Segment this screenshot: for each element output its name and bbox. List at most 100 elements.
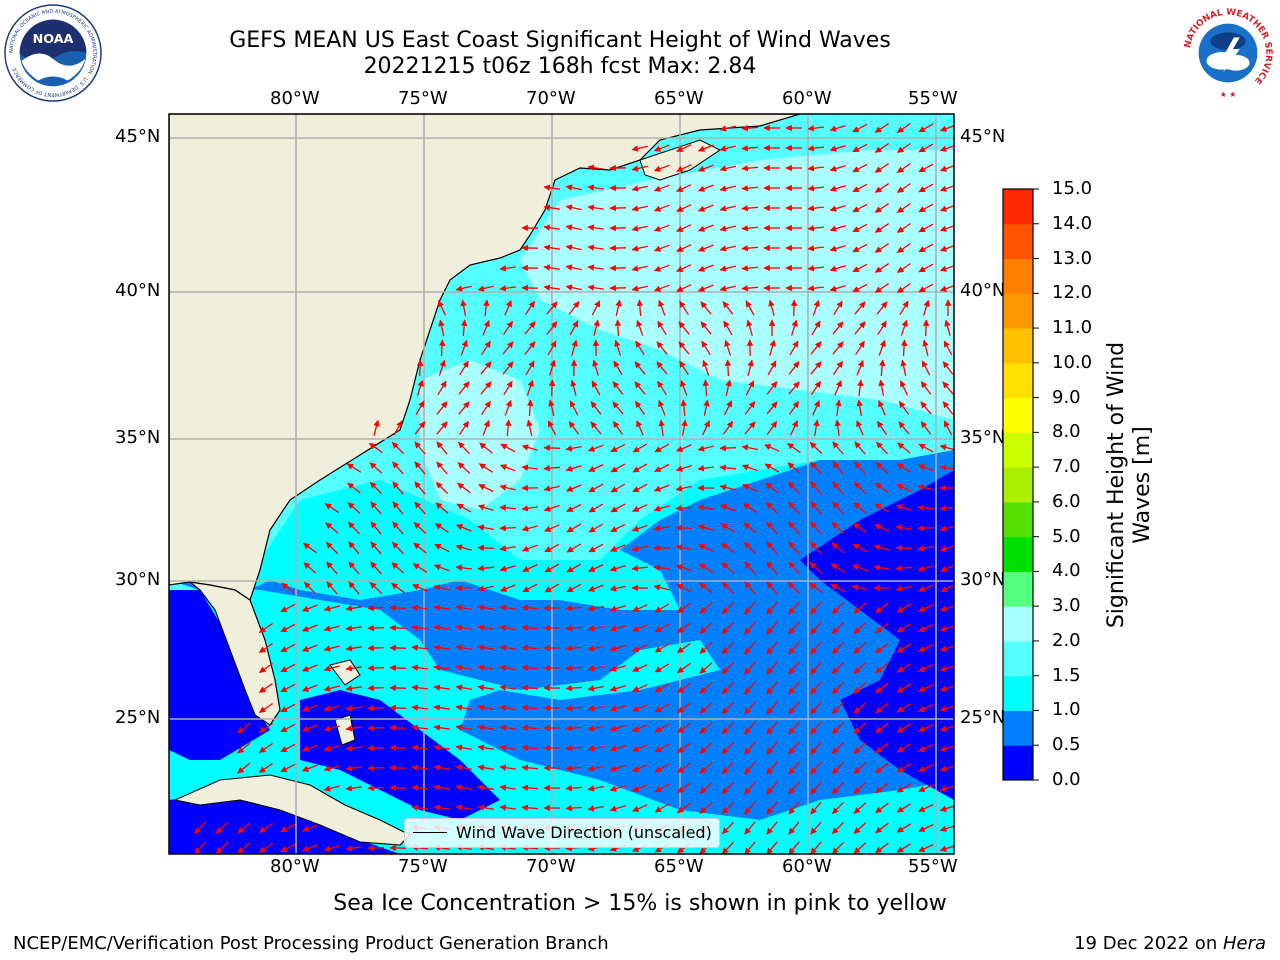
wind-wave-arrow bbox=[745, 300, 755, 316]
wind-wave-arrow bbox=[788, 400, 800, 415]
wind-wave-arrow bbox=[939, 245, 954, 252]
wind-wave-arrow bbox=[918, 624, 934, 632]
wind-wave-arrow bbox=[499, 524, 517, 532]
wind-wave-arrow bbox=[811, 320, 821, 336]
wind-wave-arrow bbox=[764, 444, 780, 452]
wind-wave-arrow bbox=[832, 481, 844, 495]
wind-wave-arrow bbox=[280, 743, 296, 753]
wind-wave-arrow bbox=[524, 321, 536, 335]
wind-wave-arrow bbox=[809, 582, 823, 594]
colorbar-swatch bbox=[1003, 745, 1033, 781]
wind-wave-arrow bbox=[679, 360, 689, 376]
wind-wave-arrow bbox=[477, 724, 495, 731]
wind-wave-arrow bbox=[544, 583, 560, 593]
wind-wave-arrow bbox=[587, 805, 605, 812]
wind-wave-arrow bbox=[834, 380, 842, 396]
wind-wave-arrow bbox=[766, 581, 778, 595]
wind-wave-arrow bbox=[455, 704, 473, 711]
wind-wave-arrow bbox=[654, 783, 670, 793]
wind-wave-arrow bbox=[547, 420, 557, 436]
wind-wave-arrow bbox=[788, 561, 800, 575]
wind-wave-arrow bbox=[323, 605, 340, 612]
svg-text:★ ★: ★ ★ bbox=[1220, 90, 1237, 99]
wind-wave-arrow bbox=[721, 601, 735, 615]
wind-wave-arrow bbox=[301, 844, 318, 852]
colorbar-tick-label: 4.0 bbox=[1052, 560, 1081, 582]
wind-wave-arrow bbox=[788, 361, 800, 375]
wind-wave-arrow bbox=[788, 701, 800, 715]
wind-wave-arrow bbox=[810, 661, 822, 675]
wind-wave-arrow bbox=[896, 623, 912, 633]
wind-wave-arrow bbox=[522, 564, 538, 572]
wind-wave-arrow bbox=[875, 782, 889, 794]
wind-wave-arrow bbox=[457, 482, 471, 494]
wind-wave-arrow bbox=[587, 264, 604, 271]
wind-wave-arrow bbox=[833, 300, 843, 316]
wind-wave-arrow bbox=[700, 301, 712, 315]
wind-wave-arrow bbox=[831, 781, 845, 795]
wind-wave-arrow bbox=[721, 821, 735, 835]
wind-wave-arrow bbox=[675, 464, 692, 472]
colorbar-swatch bbox=[1003, 571, 1033, 607]
wind-wave-arrow bbox=[896, 262, 911, 274]
wind-wave-arrow bbox=[631, 265, 648, 272]
wind-wave-arrow bbox=[807, 185, 824, 192]
lon-label-top-80w: 80°W bbox=[270, 88, 320, 109]
wind-wave-arrow bbox=[521, 644, 539, 652]
wind-wave-arrow bbox=[458, 441, 470, 455]
wind-wave-arrow bbox=[854, 321, 866, 335]
wind-wave-arrow bbox=[939, 444, 954, 451]
wind-wave-arrow bbox=[499, 664, 516, 671]
wind-wave-arrow bbox=[807, 205, 824, 212]
wind-wave-arrow bbox=[345, 665, 362, 672]
lon-label-top-70w: 70°W bbox=[526, 88, 576, 109]
wind-wave-arrow bbox=[832, 501, 844, 515]
wind-wave-arrow bbox=[436, 401, 448, 415]
wind-wave-arrow bbox=[900, 359, 907, 376]
wind-wave-arrow bbox=[895, 504, 912, 512]
colorbar-swatch bbox=[1003, 432, 1033, 468]
wind-wave-arrow bbox=[787, 462, 801, 474]
wind-wave-arrow bbox=[258, 722, 273, 734]
wind-wave-arrow bbox=[896, 142, 911, 154]
wind-wave-arrow bbox=[744, 641, 756, 655]
wind-wave-arrow bbox=[433, 704, 450, 711]
wind-wave-arrow bbox=[281, 582, 295, 594]
wind-wave-arrow bbox=[940, 584, 954, 593]
wind-wave-arrow bbox=[526, 399, 534, 417]
wind-wave-arrow bbox=[875, 622, 889, 634]
wind-wave-arrow bbox=[854, 441, 866, 455]
wind-wave-arrow bbox=[636, 299, 644, 317]
wind-wave-arrow bbox=[345, 845, 362, 852]
wind-wave-arrow bbox=[788, 781, 800, 795]
wind-wave-arrow bbox=[433, 744, 450, 751]
wind-wave-arrow bbox=[697, 445, 714, 452]
wind-wave-arrow bbox=[325, 522, 339, 534]
wind-wave-arrow bbox=[631, 165, 648, 172]
land-bahamas-2 bbox=[334, 714, 356, 746]
wind-wave-arrow bbox=[788, 521, 800, 535]
wind-wave-arrow bbox=[657, 380, 667, 396]
wind-wave-arrow bbox=[411, 664, 429, 671]
wind-wave-arrow bbox=[565, 744, 583, 752]
wind-wave-arrow bbox=[896, 743, 912, 753]
wind-wave-arrow bbox=[741, 284, 759, 292]
wind-wave-arrow bbox=[764, 463, 780, 473]
wind-wave-arrow bbox=[766, 681, 778, 695]
wind-wave-arrow bbox=[614, 319, 622, 337]
wind-wave-arrow bbox=[632, 764, 648, 772]
wind-wave-arrow bbox=[699, 762, 713, 774]
wind-wave-arrow bbox=[918, 744, 934, 752]
wind-wave-arrow bbox=[699, 682, 713, 694]
wind-wave-arrow bbox=[831, 741, 845, 755]
wind-wave-arrow bbox=[612, 401, 624, 415]
wind-wave-arrow bbox=[587, 284, 604, 291]
wind-wave-arrow bbox=[457, 462, 471, 474]
wind-wave-arrow bbox=[895, 564, 913, 572]
wind-wave-arrow bbox=[455, 564, 472, 571]
wind-wave-arrow bbox=[389, 604, 407, 612]
wind-wave-arrow bbox=[939, 525, 954, 532]
wind-wave-arrow bbox=[856, 420, 864, 436]
wind-wave-arrow bbox=[676, 762, 691, 774]
wind-wave-arrow bbox=[392, 461, 404, 475]
